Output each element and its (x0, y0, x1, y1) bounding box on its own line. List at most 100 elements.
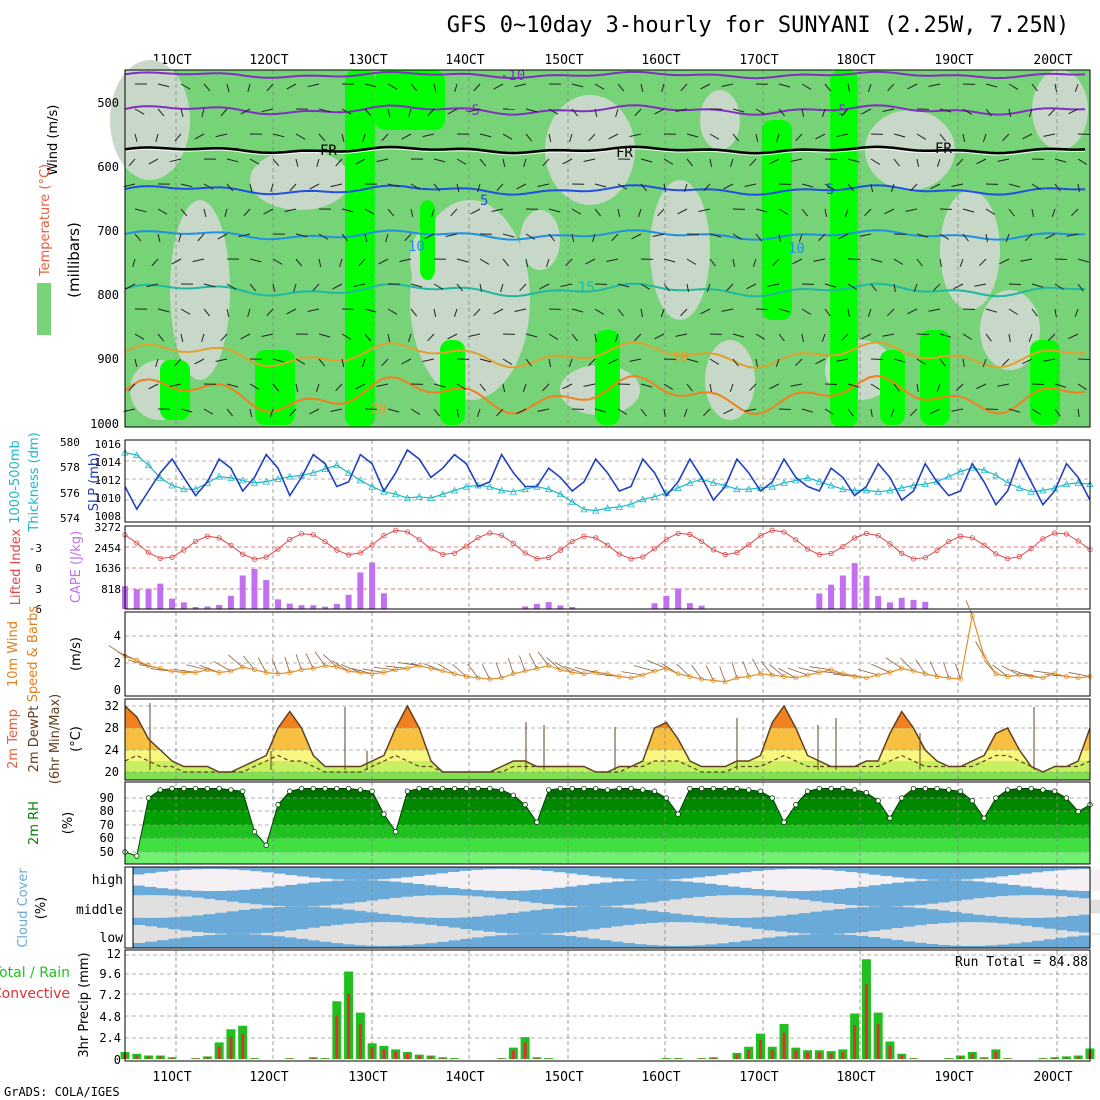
wind-barb (1002, 133, 1010, 142)
cloud-cell (506, 869, 519, 891)
rh2m-point (969, 798, 976, 804)
wind-barb (1068, 333, 1079, 340)
temp-panel-frame (124, 698, 1091, 781)
wind-barb (680, 308, 688, 317)
isotherm-label: 10 (788, 241, 805, 257)
wind-barb-10m (323, 654, 338, 668)
wind-barb (657, 208, 665, 217)
wind-barb (385, 233, 389, 242)
cloud-cell (284, 875, 297, 885)
thickness-point (215, 472, 223, 480)
wind-barb (355, 383, 366, 390)
cloud-cell (1008, 875, 1021, 885)
precip-convective-bar (735, 1054, 739, 1059)
thickness-point (168, 481, 176, 489)
wind-barb (178, 233, 182, 242)
thickness-point (815, 477, 824, 485)
wind-barb (1077, 158, 1088, 165)
cloud-cell (179, 869, 192, 891)
precip-convective-bar (358, 1024, 362, 1059)
cloud-cell (319, 905, 332, 908)
cloud-cell (751, 870, 764, 890)
isotherm-25 (124, 374, 1086, 416)
wind-barb (335, 383, 343, 392)
cape-bar (816, 593, 823, 609)
isotherm-label: FR (616, 145, 633, 161)
rh2m-point (1075, 808, 1081, 815)
ylabel-wind10m-a: 10m Wind (6, 621, 21, 687)
wind-barb (548, 108, 559, 115)
cloud-cell (588, 876, 601, 884)
thickness-point (544, 485, 553, 493)
wind-barb (1066, 233, 1079, 237)
wind-barb (571, 208, 582, 215)
cloud-cell (833, 903, 846, 910)
wind-barb (870, 283, 877, 292)
cloud-cell (424, 895, 437, 918)
precip-panel: 12 9.6 7.2 4.8 2.4 0 Total / Rain Convective 3hr… (0, 947, 1095, 1067)
cloud-cell (984, 922, 998, 946)
wind-barb (663, 183, 667, 193)
cloud-cell (809, 869, 823, 891)
wind-barb (318, 358, 326, 367)
wind-barb (454, 83, 458, 92)
wind-barb (341, 133, 345, 143)
wind-barb (1008, 83, 1019, 90)
wind-barb (824, 183, 835, 190)
date-label-bottom: 16OCT (641, 1070, 680, 1085)
wind-barb-10m (809, 666, 832, 671)
wind-barb (755, 208, 768, 213)
thickness-point (1027, 487, 1035, 495)
precip-convective-bar (1076, 1056, 1080, 1059)
cloud-cell (308, 906, 321, 907)
cloud-cell (576, 930, 589, 938)
wind-barb (890, 183, 895, 192)
thickness-point (592, 506, 600, 514)
wind-barb (594, 183, 607, 188)
thickness-point (180, 485, 188, 493)
cloud-cell (366, 900, 379, 913)
cloud-cell (844, 933, 858, 935)
lifted-index-point (145, 550, 152, 556)
wind-barb (226, 183, 234, 192)
wind-barb (778, 333, 785, 342)
wind-barb (125, 283, 136, 290)
wind-barb (907, 83, 918, 90)
wind-barb (157, 233, 161, 243)
wind-barb (249, 283, 257, 292)
wind-barb (180, 308, 191, 315)
cloud-cell (459, 929, 472, 939)
cloud-cell (261, 932, 274, 936)
lifted-index-point (134, 540, 140, 546)
cloud-cell (459, 870, 472, 890)
wind-barb (479, 133, 492, 138)
rh2m-point (781, 819, 787, 825)
cape-bar (663, 595, 670, 609)
cloud-cell (681, 898, 694, 915)
isotherm-label: 10 (408, 239, 425, 255)
wind-barb-10m (314, 651, 326, 666)
precip-tick: 4.8 (99, 1010, 121, 1024)
panel-bg (125, 950, 1090, 1061)
thickness-tick: 574 (60, 512, 80, 525)
wind-barb (1043, 358, 1056, 362)
pressure-tick-label: 600 (97, 160, 119, 174)
wind-barb (479, 383, 486, 392)
cape-bar (310, 605, 317, 609)
wind-barb (201, 108, 205, 118)
cape-bar (216, 604, 223, 609)
wind-barb-10m (647, 660, 667, 669)
rh2m-point (734, 785, 740, 792)
wind-barb (617, 408, 628, 415)
cloud-cell (914, 925, 928, 943)
cloud-cell (693, 922, 706, 946)
wind-barb (332, 283, 343, 290)
wind-barb (180, 183, 193, 188)
cloud-cell (354, 902, 367, 911)
cape-tick: 3272 (95, 521, 122, 534)
cloud-cell (739, 927, 753, 941)
wind-panel-frame (124, 611, 1091, 697)
wind-barb-10m (564, 665, 585, 675)
wind-barb (769, 158, 780, 165)
cloud-cell (553, 932, 566, 936)
